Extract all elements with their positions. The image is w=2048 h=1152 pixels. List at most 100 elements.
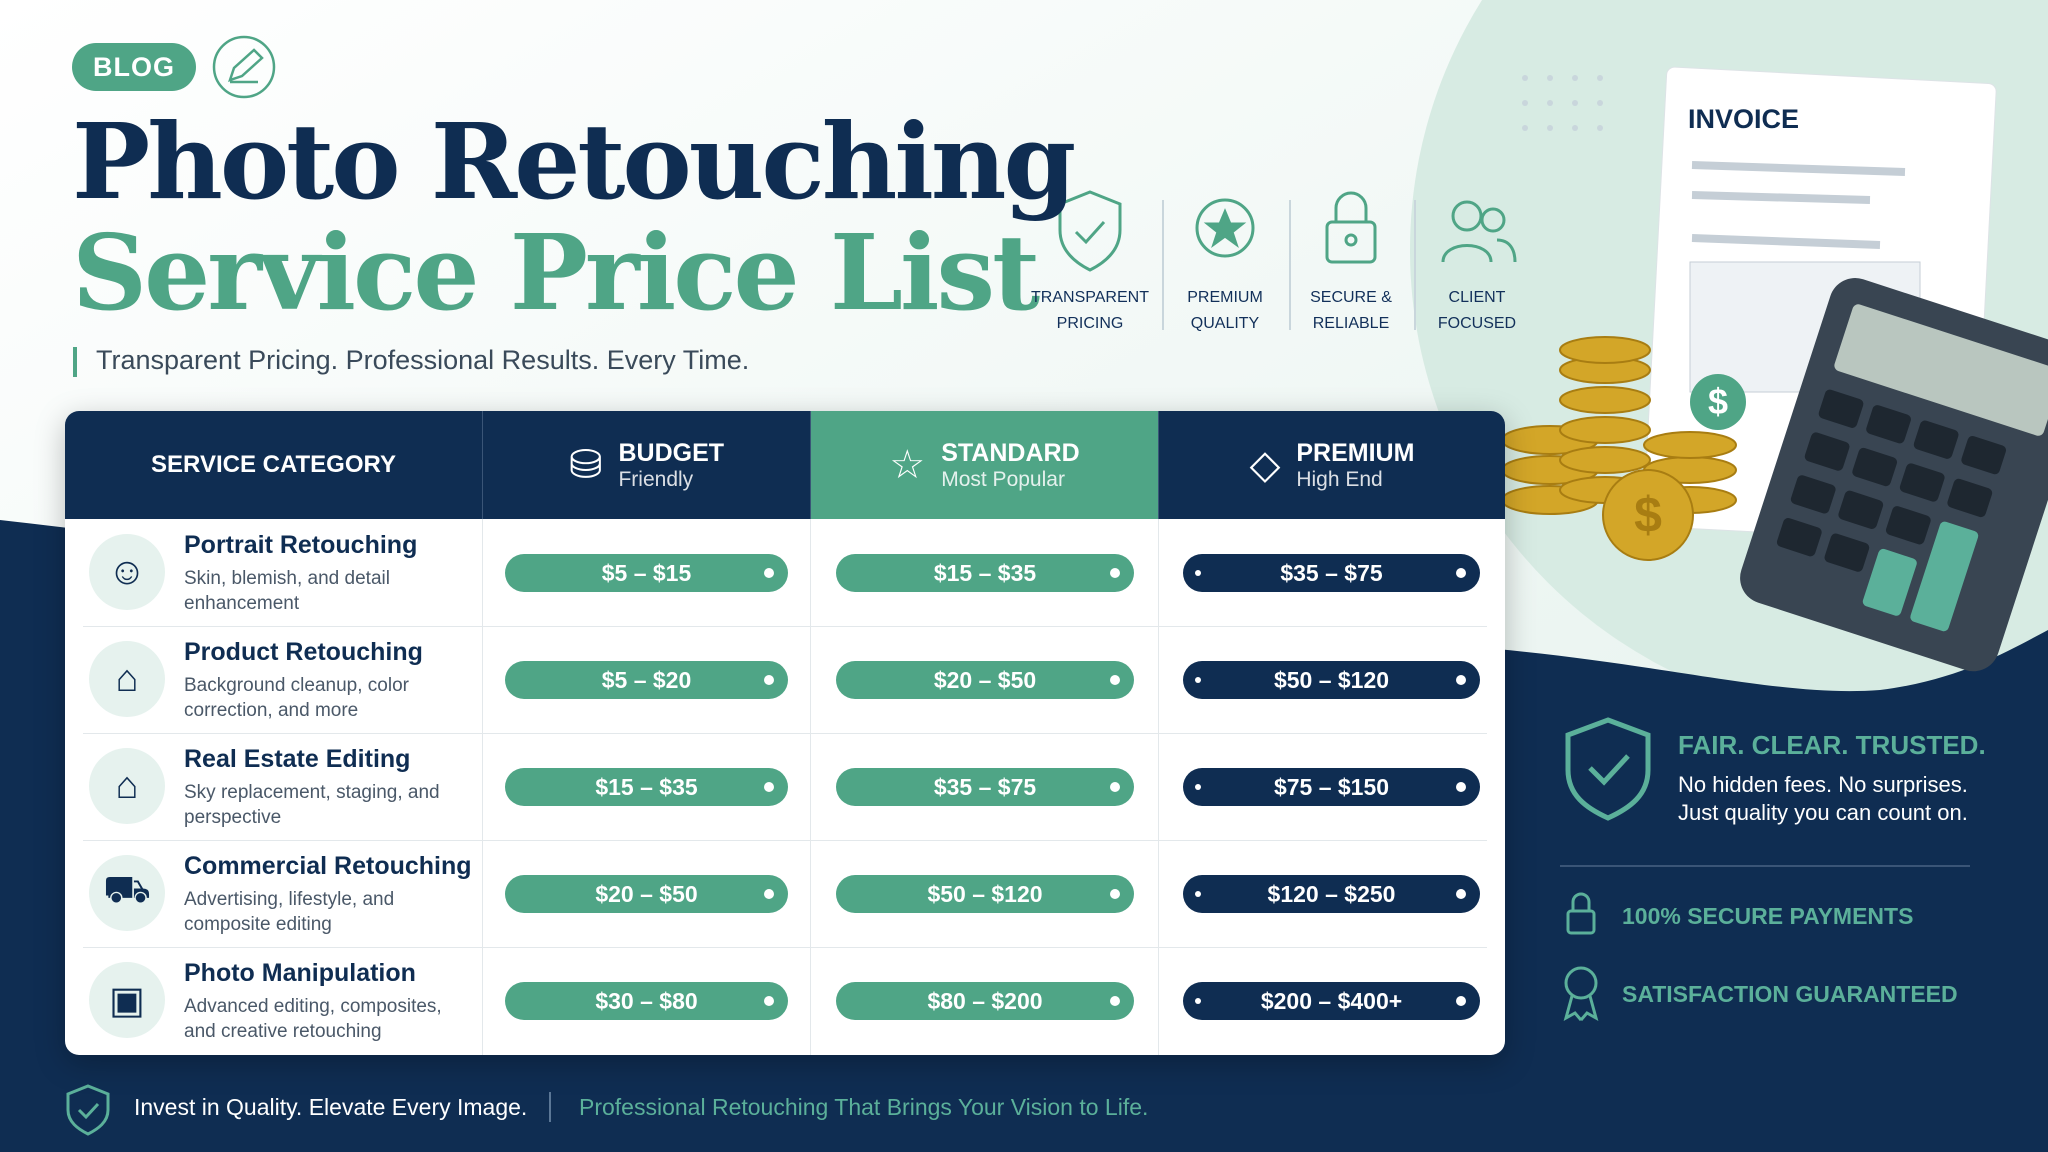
row-icon: ⛟: [89, 855, 165, 931]
price-pill: $20 – $50: [505, 875, 788, 913]
column-header: ◇ PREMIUM High End: [1158, 411, 1505, 519]
pill-dot: [1456, 568, 1466, 578]
panel-title: FAIR. CLEAR. TRUSTED.: [1678, 730, 1986, 760]
pill-dot: [1195, 998, 1201, 1004]
feature-label: TRANSPARENT: [1031, 289, 1149, 306]
row-text: Real Estate Editing Sky replacement, stag…: [184, 745, 444, 830]
header-subtitle: Friendly: [618, 467, 694, 491]
pill-dot: [764, 889, 774, 899]
pill-dot: [1456, 675, 1466, 685]
pill-dot: [1456, 889, 1466, 899]
header-title: SERVICE CATEGORY: [151, 451, 396, 478]
header-text: STANDARD Most Popular: [941, 439, 1079, 492]
footer-left: Invest in Quality. Elevate Every Image.: [134, 1094, 528, 1120]
panel-badge: SATISFACTION GUARANTEED: [1622, 981, 1958, 1007]
pill-dot: [1110, 675, 1120, 685]
row-text: Portrait Retouching Skin, blemish, and de…: [184, 531, 444, 616]
price-pill: $200 – $400+: [1183, 982, 1480, 1020]
row-divider: [83, 733, 1487, 734]
row-text: Photo Manipulation Advanced editing, comp…: [184, 959, 444, 1044]
invoice-title: INVOICE: [1688, 104, 1800, 134]
pill-dot: [1195, 570, 1201, 576]
feature-label: PREMIUM: [1187, 289, 1263, 306]
header-title: STANDARD: [941, 438, 1080, 467]
row-description: Background cleanup, color correction, an…: [184, 675, 409, 721]
feature: PREMIUM QUALITY: [1155, 285, 1295, 337]
header-text: BUDGET Friendly: [618, 439, 724, 492]
footer-right: Professional Retouching That Brings Your…: [579, 1094, 1149, 1120]
feature-label: PRICING: [1056, 315, 1124, 332]
row-icon: ⌂: [89, 748, 165, 824]
row-icon: ⌂: [89, 641, 165, 717]
row-name: Product Retouching: [184, 638, 423, 666]
pill-dot: [1110, 782, 1120, 792]
price-pill: $50 – $120: [1183, 661, 1480, 699]
pill-dot: [1110, 996, 1120, 1006]
row-description: Advanced editing, composites, and creati…: [184, 996, 442, 1042]
header-title: PREMIUM: [1296, 438, 1415, 467]
pill-dot: [1456, 782, 1466, 792]
row-description: Skin, blemish, and detail enhancement: [184, 568, 390, 614]
price-pill: $20 – $50: [836, 661, 1134, 699]
row-name: Portrait Retouching: [184, 531, 418, 559]
price-pill: $35 – $75: [836, 768, 1134, 806]
row-name: Photo Manipulation: [184, 959, 416, 987]
row-icon: ▣: [89, 962, 165, 1038]
title-line1: Photo Retouching: [72, 100, 1076, 223]
row-text: Product Retouching Background cleanup, co…: [184, 638, 444, 723]
header-title: BUDGET: [618, 438, 725, 467]
price-pill: $120 – $250: [1183, 875, 1480, 913]
price-pill: $50 – $120: [836, 875, 1134, 913]
price-pill: $30 – $80: [505, 982, 788, 1020]
header-text: PREMIUM High End: [1296, 439, 1414, 492]
column-divider: [810, 519, 811, 1055]
header-subtitle: High End: [1296, 467, 1383, 491]
header-icon: ⛁: [568, 443, 603, 487]
row-text: Commercial Retouching Advertising, lifest…: [184, 852, 472, 937]
row-name: Commercial Retouching: [184, 852, 472, 880]
price-pill: $80 – $200: [836, 982, 1134, 1020]
feature: CLIENT FOCUSED: [1407, 285, 1547, 337]
feature-label: SECURE &: [1310, 289, 1392, 306]
column-header: ☆ STANDARD Most Popular: [810, 411, 1158, 519]
header-text: SERVICE CATEGORY: [151, 451, 396, 479]
row-divider: [83, 626, 1487, 627]
price-pill: $5 – $20: [505, 661, 788, 699]
column-header: ⛁ BUDGET Friendly: [482, 411, 810, 519]
row-icon: ☺: [89, 534, 165, 610]
title-line2: Service Price List: [72, 211, 1040, 334]
feature: SECURE & RELIABLE: [1281, 285, 1421, 337]
svg-text:$: $: [1634, 487, 1662, 543]
badge[interactable]: BLOG: [72, 43, 196, 91]
feature-label: QUALITY: [1190, 315, 1260, 332]
panel-badge: 100% SECURE PAYMENTS: [1622, 903, 1914, 929]
pill-dot: [1456, 996, 1466, 1006]
pill-dot: [764, 568, 774, 578]
price-pill: $15 – $35: [836, 554, 1134, 592]
feature-label: CLIENT: [1448, 289, 1506, 306]
header-icon: ☆: [889, 443, 926, 487]
header-icon: ◇: [1249, 443, 1281, 487]
subtitle: Transparent Pricing. Professional Result…: [96, 345, 750, 375]
column-divider: [482, 519, 483, 1055]
pill-dot: [1195, 784, 1201, 790]
row-description: Sky replacement, staging, and perspectiv…: [184, 782, 440, 828]
price-pill: $75 – $150: [1183, 768, 1480, 806]
column-header: SERVICE CATEGORY: [65, 411, 482, 519]
pill-dot: [1195, 677, 1201, 683]
pill-dot: [1195, 891, 1201, 897]
row-name: Real Estate Editing: [184, 745, 411, 773]
pill-dot: [764, 996, 774, 1006]
row-description: Advertising, lifestyle, and composite ed…: [184, 889, 395, 935]
feature-label: FOCUSED: [1437, 315, 1517, 332]
pill-dot: [1110, 889, 1120, 899]
row-divider: [83, 947, 1487, 948]
pill-dot: [764, 782, 774, 792]
price-table: SERVICE CATEGORY ⛁ BUDGET Friendly ☆ STANDARD…: [65, 411, 1505, 1055]
feature-label: RELIABLE: [1312, 315, 1390, 332]
price-pill: $15 – $35: [505, 768, 788, 806]
column-divider: [1158, 519, 1159, 1055]
price-pill: $5 – $15: [505, 554, 788, 592]
header-subtitle: Most Popular: [941, 467, 1065, 491]
